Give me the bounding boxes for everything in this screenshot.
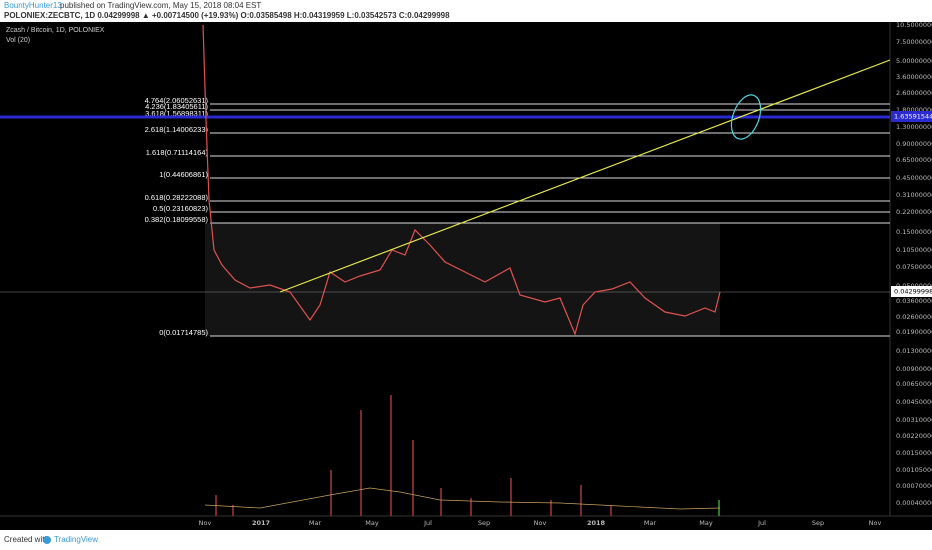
price-tick-label: 0.00105000 <box>896 466 932 474</box>
time-tick-label: May <box>699 519 713 527</box>
time-tick-label: 2018 <box>587 519 606 527</box>
price-tick-label: 7.50000000 <box>896 38 932 46</box>
fib-label: 4.764(2.06052631) <box>145 96 209 105</box>
price-tick-label: 1.30000000 <box>896 123 932 131</box>
price-tick-label: 5.00000000 <box>896 57 932 65</box>
price-tick-label: 0.90000000 <box>896 140 932 148</box>
price-tick-label: 0.00220000 <box>896 432 932 440</box>
fib-label: 4.236(1.83405611) <box>145 102 208 111</box>
price-tick-label: 0.15000000 <box>896 228 932 236</box>
fib-label: 0.5(0.23160823) <box>153 204 209 213</box>
time-tick-label: Sep <box>812 519 824 527</box>
trend-line <box>279 59 891 293</box>
volume-ma <box>204 487 721 510</box>
fib-label: 0(0.01714785) <box>159 328 208 337</box>
price-tick-label: 1.80000000 <box>896 106 932 114</box>
line-price-label: 1.63591544 <box>894 113 932 121</box>
time-tick-label: Nov <box>199 519 212 527</box>
footer-created: Created with <box>4 535 49 544</box>
price-tick-label: 0.00650000 <box>896 380 932 388</box>
fib-zone <box>205 223 720 336</box>
fib-label: 1(0.44606861) <box>159 170 208 179</box>
time-tick-label: Jul <box>423 519 432 527</box>
line-price-marker <box>891 111 932 122</box>
legend-indicator: Vol (20) <box>6 37 30 44</box>
price-tick-label: 0.22000000 <box>896 208 932 216</box>
time-tick-label: Mar <box>309 519 322 527</box>
price-tick-label: 0.65000000 <box>896 156 932 164</box>
footer-brand[interactable]: TradingView <box>54 535 98 544</box>
time-tick-label: Nov <box>869 519 882 527</box>
price-tick-label: 0.01300000 <box>896 347 932 355</box>
price-tick-label: 10.50000000 <box>896 21 932 29</box>
fib-label: 0.618(0.28222088) <box>145 193 209 202</box>
price-tick-label: 0.07500000 <box>896 263 932 271</box>
ellipse-annotation <box>730 94 762 140</box>
price-tick-label: 0.31000000 <box>896 191 932 199</box>
brand-icon <box>43 536 51 544</box>
price-series <box>202 24 721 336</box>
time-tick-label: 2017 <box>252 519 270 527</box>
price-tick-label: 0.02600000 <box>896 313 932 321</box>
price-tick-label: 0.03600000 <box>896 297 932 305</box>
price-tick-label: 0.00310000 <box>896 416 932 424</box>
time-tick-label: Mar <box>644 519 657 527</box>
price-tick-label: 0.00040000 <box>896 499 932 507</box>
price-tick-label: 0.10500000 <box>896 246 932 254</box>
symbol-line: POLONIEX:ZECBTC, 1D 0.04299998 ▲ +0.0071… <box>4 11 450 20</box>
header-bar <box>0 0 932 22</box>
fib-label: 1.618(0.71114164) <box>146 148 209 157</box>
footer-bar <box>0 530 932 550</box>
fib-label: 0.382(0.18099558) <box>145 215 209 224</box>
time-tick-label: Nov <box>534 519 547 527</box>
price-tick-label: 3.60000000 <box>896 73 932 81</box>
price-tick-label: 0.00070000 <box>896 482 932 490</box>
fib-label: 2.618(1.14006233) <box>145 125 209 134</box>
price-tick-label: 2.60000000 <box>896 89 932 97</box>
price-tick-label: 0.01900000 <box>896 328 932 336</box>
publisher[interactable]: BountyHunter13 <box>4 1 62 10</box>
published: published on TradingView.com, May 15, 20… <box>60 1 261 10</box>
price-tick-label: 0.00150000 <box>896 449 932 457</box>
time-tick-label: Sep <box>478 519 490 527</box>
time-tick-label: Jul <box>757 519 766 527</box>
last-price-label: 0.04299998 <box>894 288 932 296</box>
time-tick-label: May <box>365 519 379 527</box>
price-tick-label: 0.00900000 <box>896 365 932 373</box>
price-tick-label: 0.00450000 <box>896 398 932 406</box>
legend-title: Zcash / Bitcoin, 1D, POLONIEX <box>6 27 105 34</box>
fib-label: 3.618(1.56898311) <box>145 109 208 118</box>
last-price-marker <box>891 286 932 297</box>
price-tick-label: 0.45000000 <box>896 174 932 182</box>
